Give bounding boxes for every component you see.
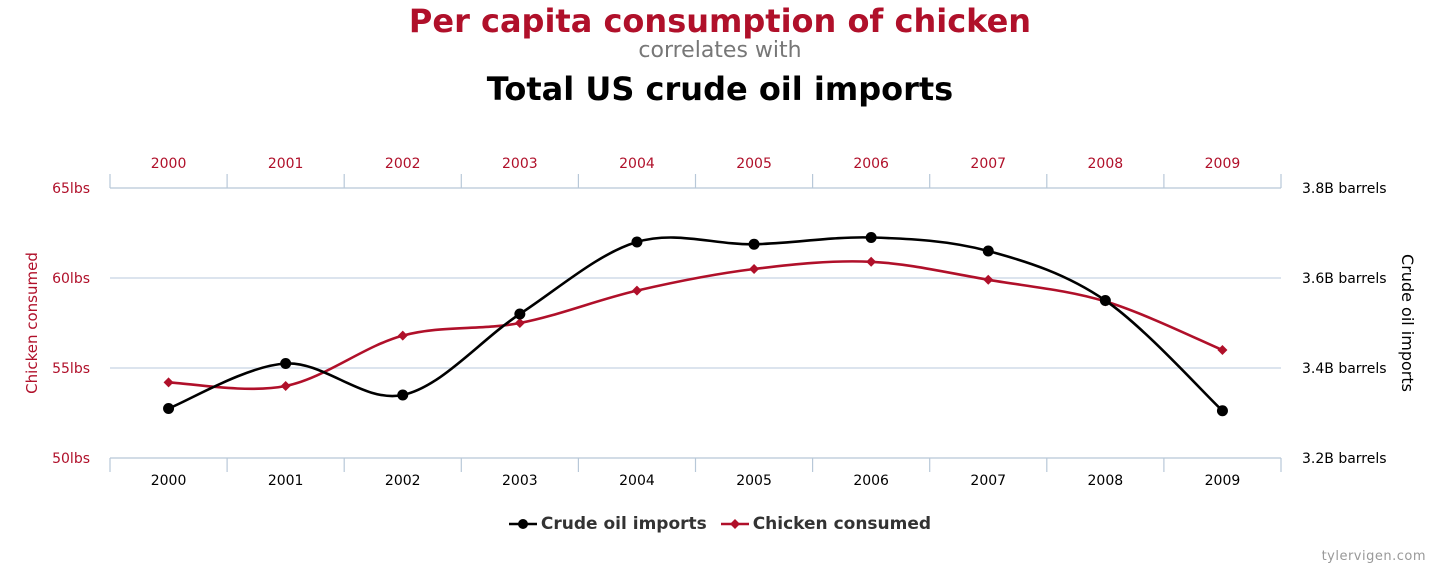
x-bottom-tick-label: 2007 (970, 473, 1006, 489)
data-point-oil (163, 403, 175, 414)
x-top-tick-label: 2003 (502, 156, 538, 172)
x-top-tick-label: 2000 (151, 156, 187, 172)
x-top-tick-label: 2008 (1088, 156, 1124, 172)
x-bottom-tick-label: 2002 (385, 473, 421, 489)
legend-item-chicken[interactable]: Chicken consumed (720, 514, 932, 534)
data-point-chicken (280, 381, 291, 391)
legend-item-oil[interactable]: Crude oil imports (508, 514, 707, 534)
y-left-tick-label: 60lbs (52, 271, 90, 287)
x-bottom-tick-label: 2004 (619, 473, 655, 489)
y-right-tick-label: 3.4B barrels (1302, 361, 1387, 377)
data-point-oil (748, 238, 760, 250)
chart-title-connector: correlates with (638, 38, 802, 63)
y-left-axis-title: Chicken consumed (23, 252, 41, 394)
x-bottom-tick-label: 2005 (736, 473, 772, 489)
x-bottom-tick-label: 2008 (1088, 473, 1124, 489)
legend-oil-marker-icon (508, 519, 537, 529)
x-bottom-tick-label: 2006 (853, 473, 889, 489)
data-point-chicken (983, 274, 994, 285)
x-top-tick-label: 2005 (736, 156, 772, 172)
data-point-chicken (866, 256, 877, 267)
y-right-tick-label: 3.2B barrels (1302, 451, 1387, 467)
x-top-tick-label: 2004 (619, 156, 655, 172)
data-point-chicken (631, 285, 642, 296)
data-point-chicken (749, 264, 760, 274)
x-top-tick-label: 2009 (1205, 156, 1241, 172)
y-right-tick-label: 3.6B barrels (1302, 271, 1387, 287)
data-point-oil (1216, 405, 1228, 417)
x-top-tick-label: 2006 (853, 156, 889, 172)
series-line-oil (168, 236, 1224, 412)
data-point-chicken (514, 318, 525, 328)
x-bottom-tick-label: 2003 (502, 473, 538, 489)
data-point-oil (631, 236, 643, 248)
chart-title-secondary: Total US crude oil imports (486, 70, 954, 108)
watermark: tylervigen.com (1321, 549, 1426, 564)
series-line-chicken (168, 260, 1223, 391)
data-point-chicken (1217, 345, 1228, 355)
data-point-oil (982, 245, 994, 257)
legend-oil-label: Crude oil imports (540, 514, 707, 534)
y-left-tick-label: 50lbs (52, 451, 90, 467)
legend-chicken-label: Chicken consumed (752, 514, 932, 534)
x-bottom-tick-label: 2000 (151, 473, 187, 489)
y-left-tick-label: 55lbs (52, 361, 90, 377)
y-left-tick-label: 65lbs (52, 181, 90, 197)
x-bottom-tick-label: 2009 (1205, 473, 1241, 489)
y-right-tick-label: 3.8B barrels (1302, 181, 1387, 197)
y-right-axis-title: Crude oil imports (1398, 254, 1417, 392)
data-point-oil (397, 389, 409, 401)
legend-chicken-marker-icon (720, 519, 749, 529)
data-point-oil (1099, 295, 1111, 306)
x-bottom-tick-label: 2001 (268, 473, 304, 489)
chart-title-primary: Per capita consumption of chicken (408, 2, 1032, 40)
data-point-oil (280, 358, 292, 369)
data-point-chicken (397, 330, 408, 341)
data-point-chicken (163, 377, 174, 388)
x-top-tick-label: 2002 (385, 156, 421, 172)
data-point-oil (514, 308, 526, 320)
x-top-tick-label: 2001 (268, 156, 304, 172)
x-top-tick-label: 2007 (970, 156, 1006, 172)
data-point-oil (865, 232, 877, 243)
chart-legend: Crude oil imports Chicken consumed (0, 514, 1440, 536)
